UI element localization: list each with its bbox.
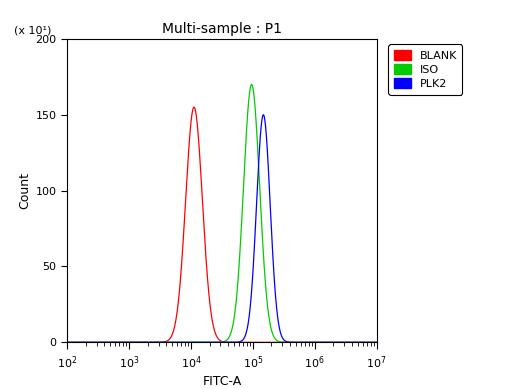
BLANK: [182, 202, 188, 207]
PLK2: [120, 340, 126, 345]
PLK2: [64, 340, 70, 345]
Line: ISO: ISO: [67, 84, 377, 342]
ISO: [182, 340, 188, 345]
Line: PLK2: PLK2: [67, 115, 377, 342]
BLANK: [120, 340, 126, 345]
PLK2: [318, 340, 325, 345]
BLANK: [265, 340, 271, 345]
ISO: [265, 311, 271, 316]
Y-axis label: Count: Count: [19, 172, 31, 209]
ISO: [120, 340, 126, 345]
Legend: BLANK, ISO, PLK2: BLANK, ISO, PLK2: [389, 44, 462, 95]
ISO: [64, 340, 70, 345]
Text: (x 10¹): (x 10¹): [14, 26, 52, 36]
PLK2: [374, 340, 380, 345]
PLK2: [250, 272, 256, 277]
ISO: [249, 82, 255, 87]
BLANK: [191, 105, 197, 110]
ISO: [250, 85, 256, 89]
PLK2: [295, 340, 301, 345]
BLANK: [318, 340, 325, 345]
ISO: [318, 340, 325, 345]
X-axis label: FITC-A: FITC-A: [202, 375, 241, 388]
BLANK: [295, 340, 301, 345]
BLANK: [250, 340, 256, 345]
PLK2: [182, 340, 188, 345]
BLANK: [374, 340, 380, 345]
ISO: [295, 340, 301, 345]
BLANK: [64, 340, 70, 345]
ISO: [374, 340, 380, 345]
PLK2: [265, 168, 271, 173]
PLK2: [260, 112, 266, 117]
Line: BLANK: BLANK: [67, 107, 377, 342]
Title: Multi-sample : P1: Multi-sample : P1: [162, 22, 282, 36]
